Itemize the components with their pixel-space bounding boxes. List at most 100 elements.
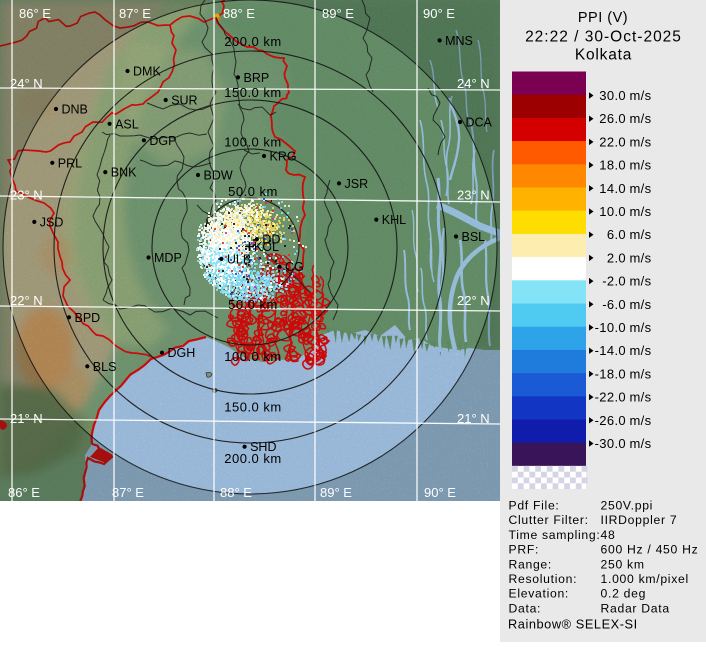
svg-text:Range:: Range: xyxy=(509,557,553,571)
svg-text:BSL: BSL xyxy=(462,230,486,244)
svg-text:87° E: 87° E xyxy=(112,485,144,500)
svg-text:-10.0: -10.0 xyxy=(595,320,626,335)
svg-text:m/s: m/s xyxy=(630,320,652,335)
svg-text:MNS: MNS xyxy=(445,34,473,48)
svg-text:6.0: 6.0 xyxy=(607,227,626,242)
svg-text:DGH: DGH xyxy=(168,346,196,360)
svg-text:200.0 km: 200.0 km xyxy=(224,451,281,466)
svg-text:m/s: m/s xyxy=(630,413,652,428)
svg-text:50.0 km: 50.0 km xyxy=(228,184,278,199)
svg-text:600 Hz / 450 Hz: 600 Hz / 450 Hz xyxy=(601,543,699,557)
svg-text:150.0 km: 150.0 km xyxy=(224,85,281,100)
svg-text:m/s: m/s xyxy=(630,227,652,242)
svg-text:2.0: 2.0 xyxy=(607,250,626,265)
svg-text:22.0: 22.0 xyxy=(599,134,626,149)
svg-text:m/s: m/s xyxy=(630,134,652,149)
svg-text:88° E: 88° E xyxy=(223,6,255,21)
svg-text:m/s: m/s xyxy=(630,297,652,312)
svg-text:SHD: SHD xyxy=(250,440,276,454)
svg-text:150.0 km: 150.0 km xyxy=(224,400,281,415)
svg-text:Kolkata: Kolkata xyxy=(575,47,632,64)
svg-text:m/s: m/s xyxy=(630,250,652,265)
svg-text:JSR: JSR xyxy=(345,177,369,191)
svg-text:90° E: 90° E xyxy=(423,6,455,21)
svg-text:26.0: 26.0 xyxy=(599,111,626,126)
svg-text:200.0 km: 200.0 km xyxy=(224,34,281,49)
svg-text:BPD: BPD xyxy=(75,311,101,325)
svg-text:Rainbow® SELEX-SI: Rainbow® SELEX-SI xyxy=(508,617,638,632)
svg-text:PRF:: PRF: xyxy=(509,543,540,557)
svg-text:KOL: KOL xyxy=(254,240,279,254)
svg-text:-6.0: -6.0 xyxy=(602,297,626,312)
svg-text:BRP: BRP xyxy=(244,71,270,85)
svg-text:CG: CG xyxy=(285,260,304,274)
svg-text:DNB: DNB xyxy=(62,103,88,117)
svg-text:22° N: 22° N xyxy=(457,293,490,308)
svg-text:10.0: 10.0 xyxy=(599,204,626,219)
svg-text:-26.0: -26.0 xyxy=(595,413,626,428)
svg-text:250V.ppi: 250V.ppi xyxy=(601,499,654,513)
svg-text:-22.0: -22.0 xyxy=(595,390,626,405)
svg-text:18.0: 18.0 xyxy=(599,158,626,173)
svg-text:24° N: 24° N xyxy=(457,76,490,91)
svg-text:22:22 / 30-Oct-2025: 22:22 / 30-Oct-2025 xyxy=(525,29,682,46)
svg-text:-2.0: -2.0 xyxy=(602,274,626,289)
svg-text:PRL: PRL xyxy=(58,156,82,170)
svg-text:IIRDoppler 7: IIRDoppler 7 xyxy=(601,513,678,527)
svg-text:22° N: 22° N xyxy=(10,293,43,308)
svg-text:23° N: 23° N xyxy=(457,188,490,203)
svg-text:Resolution:: Resolution: xyxy=(509,572,578,586)
svg-text:Pdf File:: Pdf File: xyxy=(509,499,560,513)
svg-text:14.0: 14.0 xyxy=(599,181,626,196)
svg-text:90° E: 90° E xyxy=(424,485,456,500)
svg-text:m/s: m/s xyxy=(630,88,652,103)
svg-text:30.0: 30.0 xyxy=(599,88,626,103)
svg-text:ULB: ULB xyxy=(227,253,251,267)
svg-text:1.000 km/pixel: 1.000 km/pixel xyxy=(601,572,689,586)
svg-text:86° E: 86° E xyxy=(19,6,51,21)
svg-text:Clutter Filter:: Clutter Filter: xyxy=(509,513,589,527)
svg-text:21° N: 21° N xyxy=(10,411,43,426)
svg-text:89° E: 89° E xyxy=(322,6,354,21)
svg-text:50.0 km: 50.0 km xyxy=(228,297,278,312)
svg-text:86° E: 86° E xyxy=(8,485,40,500)
svg-text:89° E: 89° E xyxy=(320,485,352,500)
svg-text:m/s: m/s xyxy=(630,181,652,196)
svg-text:-18.0: -18.0 xyxy=(595,366,626,381)
svg-text:m/s: m/s xyxy=(630,204,652,219)
svg-text:BNK: BNK xyxy=(111,166,137,180)
svg-text:88° E: 88° E xyxy=(220,485,252,500)
svg-text:21° N: 21° N xyxy=(457,411,490,426)
svg-text:250 km: 250 km xyxy=(601,557,645,571)
svg-text:24° N: 24° N xyxy=(10,76,43,91)
svg-text:Data:: Data: xyxy=(509,601,542,615)
svg-text:PPI (V): PPI (V) xyxy=(578,10,628,26)
svg-text:23° N: 23° N xyxy=(10,188,43,203)
svg-text:m/s: m/s xyxy=(630,436,652,451)
svg-text:KRG: KRG xyxy=(270,150,297,164)
svg-text:ASL: ASL xyxy=(115,117,139,131)
svg-text:Time sampling:48: Time sampling:48 xyxy=(509,528,616,542)
svg-text:-30.0: -30.0 xyxy=(595,436,626,451)
svg-text:KHL: KHL xyxy=(382,213,406,227)
svg-text:Elevation:: Elevation: xyxy=(509,587,570,601)
svg-text:m/s: m/s xyxy=(630,390,652,405)
svg-text:MDP: MDP xyxy=(154,251,182,265)
svg-text:0.2 deg: 0.2 deg xyxy=(601,587,647,601)
svg-text:DCA: DCA xyxy=(466,116,493,130)
svg-text:DMK: DMK xyxy=(133,65,161,79)
svg-text:Radar Data: Radar Data xyxy=(601,601,670,615)
svg-text:BLS: BLS xyxy=(93,360,117,374)
svg-text:100.0 km: 100.0 km xyxy=(224,135,281,150)
svg-text:JSD: JSD xyxy=(40,215,64,229)
svg-text:DGP: DGP xyxy=(149,134,176,148)
svg-text:DD: DD xyxy=(262,233,280,247)
svg-text:87° E: 87° E xyxy=(119,6,151,21)
svg-text:100.0 km: 100.0 km xyxy=(224,349,281,364)
svg-text:BDW: BDW xyxy=(204,169,233,183)
svg-text:m/s: m/s xyxy=(630,111,652,126)
svg-text:m/s: m/s xyxy=(630,343,652,358)
svg-text:SUR: SUR xyxy=(171,94,197,108)
svg-text:-14.0: -14.0 xyxy=(595,343,626,358)
svg-text:m/s: m/s xyxy=(630,158,652,173)
